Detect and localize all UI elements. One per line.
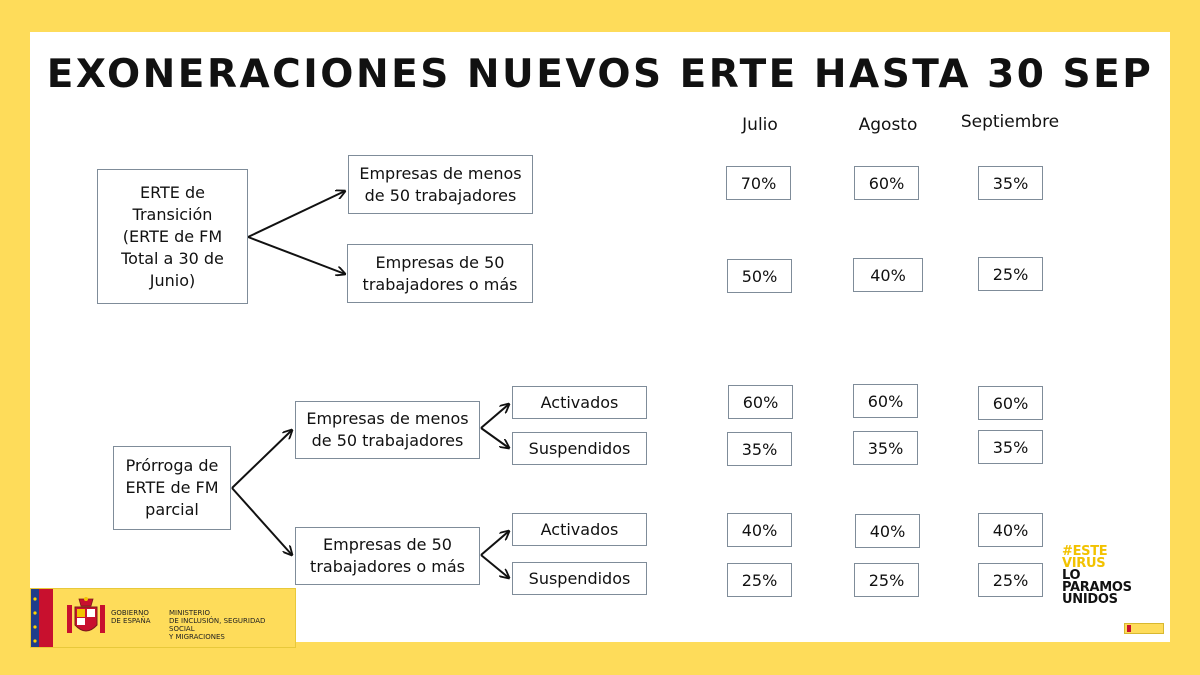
value-mas-activados-agosto: 40% — [855, 514, 920, 548]
node-line: Prórroga de — [125, 456, 219, 475]
node-prorroga-50-o-mas: Empresas de 50 trabajadores o más — [295, 527, 480, 585]
eu-flag-icon — [31, 589, 53, 647]
node-menos-activados: Activados — [512, 386, 647, 419]
value-menos-suspendidos-agosto: 35% — [853, 431, 918, 465]
value-transicion-menos-agosto: 60% — [854, 166, 919, 200]
value-mas-suspendidos-septiembre: 25% — [978, 563, 1043, 597]
column-header-septiembre: Septiembre — [960, 112, 1060, 132]
node-line: Empresas de 50 — [375, 252, 505, 272]
column-header-agosto: Agosto — [858, 115, 918, 135]
page-title: EXONERACIONES NUEVOS ERTE HASTA 30 SEP — [46, 52, 1154, 97]
value-menos-suspendidos-julio: 35% — [727, 432, 792, 466]
tagline-line: LO — [1062, 568, 1081, 583]
node-line: ERTE de FM — [125, 478, 219, 497]
logo-line: DE INCLUSIÓN, SEGURIDAD SOCIAL — [169, 617, 266, 633]
gobierno-logo: GOBIERNO DE ESPAÑA MINISTERIO DE INCLUSI… — [30, 588, 296, 648]
node-line: trabajadores o más — [310, 557, 465, 576]
value-transicion-mas-agosto: 40% — [853, 258, 923, 292]
node-menos-suspendidos: Suspendidos — [512, 432, 647, 465]
node-line: Empresas de menos — [359, 163, 522, 183]
node-line: trabajadores o más — [362, 274, 518, 294]
tagline-line: #ESTE — [1062, 544, 1108, 559]
logo-line: GOBIERNO — [111, 609, 149, 617]
logo-line: MINISTERIO — [169, 609, 210, 617]
node-line: (ERTE de FM — [122, 226, 223, 246]
tagline-line: UNIDOS — [1062, 592, 1118, 607]
ministerio-text: MINISTERIO DE INCLUSIÓN, SEGURIDAD SOCIA… — [169, 609, 293, 641]
value-mas-activados-septiembre: 40% — [978, 513, 1043, 547]
logo-line: Y MIGRACIONES — [169, 633, 225, 641]
node-line: ERTE de — [139, 182, 205, 202]
value-transicion-mas-julio: 50% — [727, 259, 792, 293]
node-prorroga-erte: Prórroga de ERTE de FM parcial — [113, 446, 231, 530]
node-line: Transición — [132, 204, 213, 224]
value-menos-activados-julio: 60% — [728, 385, 793, 419]
node-prorroga-menos-50: Empresas de menos de 50 trabajadores — [295, 401, 480, 459]
node-line: Total a 30 de — [121, 248, 224, 268]
node-line: parcial — [145, 500, 199, 519]
tagline-line: PARAMOS — [1062, 580, 1132, 595]
value-mas-suspendidos-julio: 25% — [727, 563, 792, 597]
value-menos-suspendidos-septiembre: 35% — [978, 430, 1043, 464]
node-line: de 50 trabajadores — [364, 185, 517, 205]
coat-of-arms-icon — [67, 597, 105, 633]
value-transicion-mas-septiembre: 25% — [978, 257, 1043, 291]
node-line: Junio) — [149, 270, 196, 290]
tagline-line: VIRUS — [1062, 556, 1106, 571]
value-menos-activados-septiembre: 60% — [978, 386, 1043, 420]
campaign-tagline: #ESTE VIRUS LO PARAMOS UNIDOS — [1062, 544, 1132, 607]
value-transicion-menos-septiembre: 35% — [978, 166, 1043, 200]
node-erte-transicion: ERTE de Transición (ERTE de FM Total a 3… — [97, 169, 248, 304]
value-mas-suspendidos-agosto: 25% — [854, 563, 919, 597]
node-line: Empresas de menos — [306, 409, 469, 428]
logo-line: DE ESPAÑA — [111, 617, 151, 625]
mini-gobierno-logo — [1124, 623, 1164, 634]
node-line: de 50 trabajadores — [311, 431, 464, 450]
node-transicion-50-o-mas: Empresas de 50 trabajadores o más — [347, 244, 533, 303]
node-mas-suspendidos: Suspendidos — [512, 562, 647, 595]
column-header-julio: Julio — [742, 115, 778, 135]
node-transicion-menos-50: Empresas de menos de 50 trabajadores — [348, 155, 533, 214]
value-mas-activados-julio: 40% — [727, 513, 792, 547]
node-mas-activados: Activados — [512, 513, 647, 546]
gobierno-text: GOBIERNO DE ESPAÑA — [111, 609, 151, 625]
value-transicion-menos-julio: 70% — [726, 166, 791, 200]
node-line: Empresas de 50 — [323, 535, 452, 554]
value-menos-activados-agosto: 60% — [853, 384, 918, 418]
